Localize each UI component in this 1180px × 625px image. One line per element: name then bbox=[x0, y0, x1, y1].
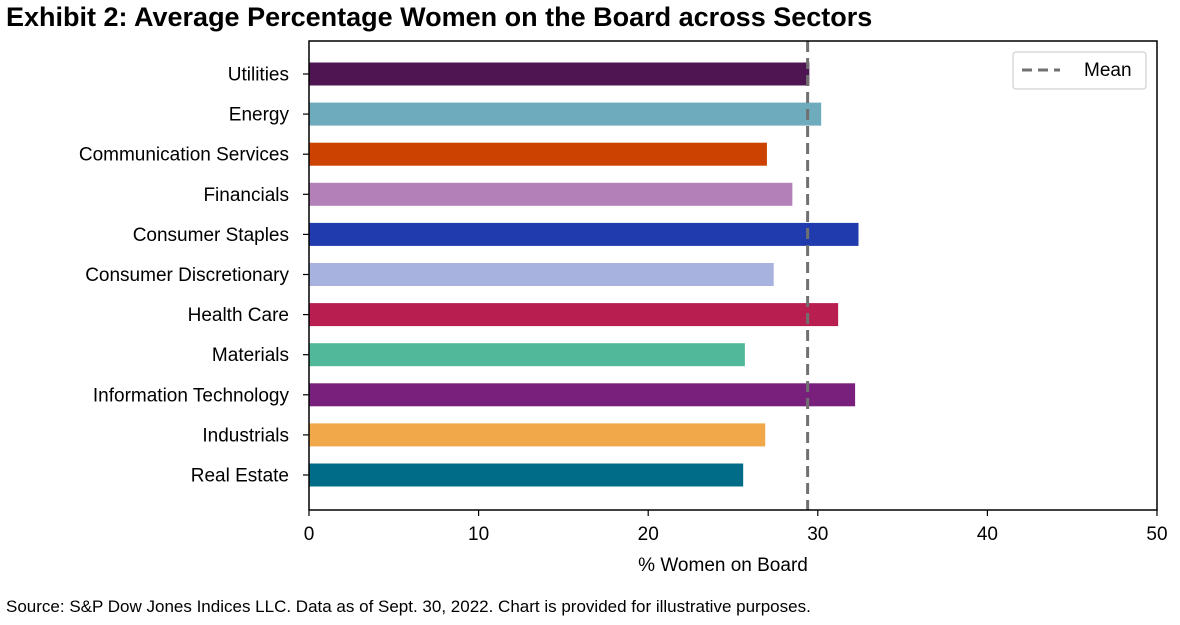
y-tick-label-industrials: Industrials bbox=[202, 425, 289, 446]
bar-industrials bbox=[309, 423, 766, 447]
y-tick-label-consumer-discretionary: Consumer Discretionary bbox=[85, 265, 289, 286]
y-tick-label-consumer-staples: Consumer Staples bbox=[133, 225, 289, 246]
plot-frame bbox=[308, 40, 1158, 511]
legend-mean-label: Mean bbox=[1084, 60, 1132, 81]
bar-materials bbox=[309, 343, 745, 367]
x-tick-label-30: 30 bbox=[807, 524, 828, 545]
bar-health-care bbox=[309, 303, 839, 327]
x-tick-label-50: 50 bbox=[1146, 524, 1167, 545]
bar-communication-services bbox=[309, 142, 767, 166]
bar-financials bbox=[309, 182, 793, 206]
bar-consumer-staples bbox=[309, 222, 859, 246]
y-tick-label-communication-services: Communication Services bbox=[79, 145, 289, 166]
legend: Mean bbox=[1012, 51, 1147, 90]
y-tick-label-energy: Energy bbox=[229, 105, 290, 126]
bar-consumer-discretionary bbox=[309, 263, 774, 286]
x-axis-label: % Women on Board bbox=[638, 555, 808, 576]
y-tick-label-financials: Financials bbox=[203, 185, 289, 206]
legend-box bbox=[1012, 51, 1147, 90]
y-tick-label-information-technology: Information Technology bbox=[93, 385, 290, 406]
y-tick-label-health-care: Health Care bbox=[188, 305, 289, 326]
y-tick-label-utilities: Utilities bbox=[228, 65, 289, 86]
chart-title: Exhibit 2: Average Percentage Women on t… bbox=[6, 2, 873, 32]
x-tick-label-10: 10 bbox=[468, 524, 489, 545]
y-tick-label-real-estate: Real Estate bbox=[191, 466, 289, 487]
bar-energy bbox=[309, 102, 822, 126]
x-tick-label-20: 20 bbox=[638, 524, 659, 545]
y-tick-label-materials: Materials bbox=[212, 345, 289, 366]
source-text: S&P Dow Jones Indices LLC. Data as of Se… bbox=[69, 597, 811, 616]
source-label: Source: bbox=[6, 597, 65, 616]
x-tick-label-40: 40 bbox=[977, 524, 998, 545]
bar-information-technology bbox=[309, 383, 856, 407]
bar-real-estate bbox=[309, 463, 744, 487]
x-tick-label-0: 0 bbox=[304, 524, 315, 545]
source-note: Source: S&P Dow Jones Indices LLC. Data … bbox=[6, 597, 811, 617]
bar-utilities bbox=[309, 62, 810, 86]
